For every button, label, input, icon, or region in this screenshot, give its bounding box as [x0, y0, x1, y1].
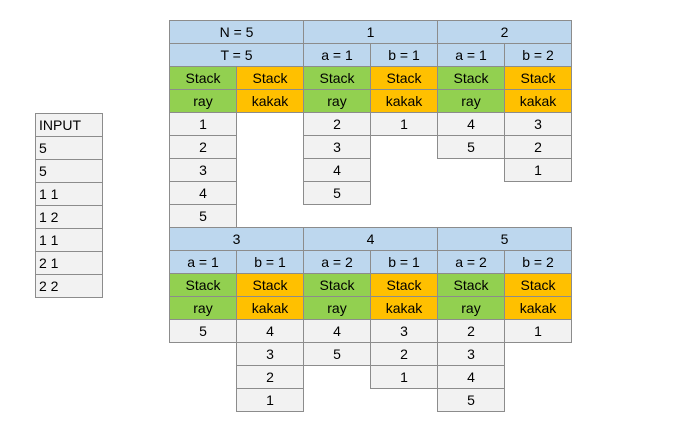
kakak-stack-label: Stack: [504, 66, 572, 90]
kakak-stack-label: Stack: [370, 66, 438, 90]
kakak-value: 2: [504, 135, 572, 159]
kakak-stack-label: Stack: [370, 273, 438, 297]
input-line: 5: [35, 136, 103, 160]
kakak-stack-label: Stack: [236, 273, 304, 297]
kakak-name-label: kakak: [370, 296, 438, 320]
ray-stack-label: Stack: [169, 66, 237, 90]
kakak-value: 4: [236, 319, 304, 343]
step-number: 5: [437, 227, 572, 251]
kakak-value: 3: [504, 112, 572, 136]
ray-value: 1: [169, 112, 237, 136]
kakak-name-label: kakak: [370, 89, 438, 113]
step-number: 4: [303, 227, 438, 251]
ray-value: 5: [303, 342, 371, 366]
input-line: 2 1: [35, 251, 103, 275]
ray-name-label: ray: [303, 296, 371, 320]
kakak-value: 1: [370, 112, 438, 136]
ray-name-label: ray: [437, 89, 505, 113]
kakak-name-label: kakak: [236, 296, 304, 320]
step-b: b = 2: [504, 43, 572, 67]
kakak-value: 3: [370, 319, 438, 343]
step-a: a = 1: [303, 43, 371, 67]
ray-name-label: ray: [169, 89, 237, 113]
ray-value: 4: [437, 365, 505, 389]
ray-name-label: ray: [169, 296, 237, 320]
kakak-name-label: kakak: [504, 296, 572, 320]
step-b: b = 2: [504, 250, 572, 274]
step-a: a = 2: [303, 250, 371, 274]
step-number: 3: [169, 227, 304, 251]
ray-value: 2: [437, 319, 505, 343]
input-line: 1 1: [35, 182, 103, 206]
step-number: 1: [303, 20, 438, 44]
input-line: 2 2: [35, 274, 103, 298]
step-a: a = 2: [437, 250, 505, 274]
step-b: b = 1: [370, 250, 438, 274]
ray-stack-label: Stack: [437, 273, 505, 297]
kakak-name-label: kakak: [236, 89, 304, 113]
ray-value: 5: [169, 204, 237, 228]
ray-value: 4: [303, 319, 371, 343]
ray-name-label: ray: [437, 296, 505, 320]
ray-stack-label: Stack: [437, 66, 505, 90]
ray-value: 3: [169, 158, 237, 182]
ray-stack-label: Stack: [303, 66, 371, 90]
step-number: 2: [437, 20, 572, 44]
input-line: 1 2: [35, 205, 103, 229]
kakak-value: 1: [504, 158, 572, 182]
ray-value: 4: [437, 112, 505, 136]
kakak-value: 2: [236, 365, 304, 389]
header-t: T = 5: [169, 43, 304, 67]
ray-value: 2: [303, 112, 371, 136]
step-b: b = 1: [370, 43, 438, 67]
kakak-value: 2: [370, 342, 438, 366]
ray-value: 5: [437, 135, 505, 159]
ray-value: 5: [437, 388, 505, 412]
ray-value: 3: [303, 135, 371, 159]
input-title: INPUT: [35, 113, 103, 137]
ray-value: 2: [169, 135, 237, 159]
kakak-stack-label: Stack: [504, 273, 572, 297]
ray-value: 3: [437, 342, 505, 366]
ray-value: 4: [169, 181, 237, 205]
kakak-value: 3: [236, 342, 304, 366]
kakak-name-label: kakak: [504, 89, 572, 113]
step-a: a = 1: [437, 43, 505, 67]
step-b: b = 1: [236, 250, 304, 274]
kakak-value: 1: [504, 319, 572, 343]
ray-value: 4: [303, 158, 371, 182]
ray-stack-label: Stack: [169, 273, 237, 297]
ray-value: 5: [303, 181, 371, 205]
kakak-stack-label: Stack: [236, 66, 304, 90]
step-a: a = 1: [169, 250, 237, 274]
ray-name-label: ray: [303, 89, 371, 113]
ray-value: 5: [169, 319, 237, 343]
kakak-value: 1: [236, 388, 304, 412]
header-n: N = 5: [169, 20, 304, 44]
input-line: 5: [35, 159, 103, 183]
ray-stack-label: Stack: [303, 273, 371, 297]
kakak-value: 1: [370, 365, 438, 389]
input-line: 1 1: [35, 228, 103, 252]
